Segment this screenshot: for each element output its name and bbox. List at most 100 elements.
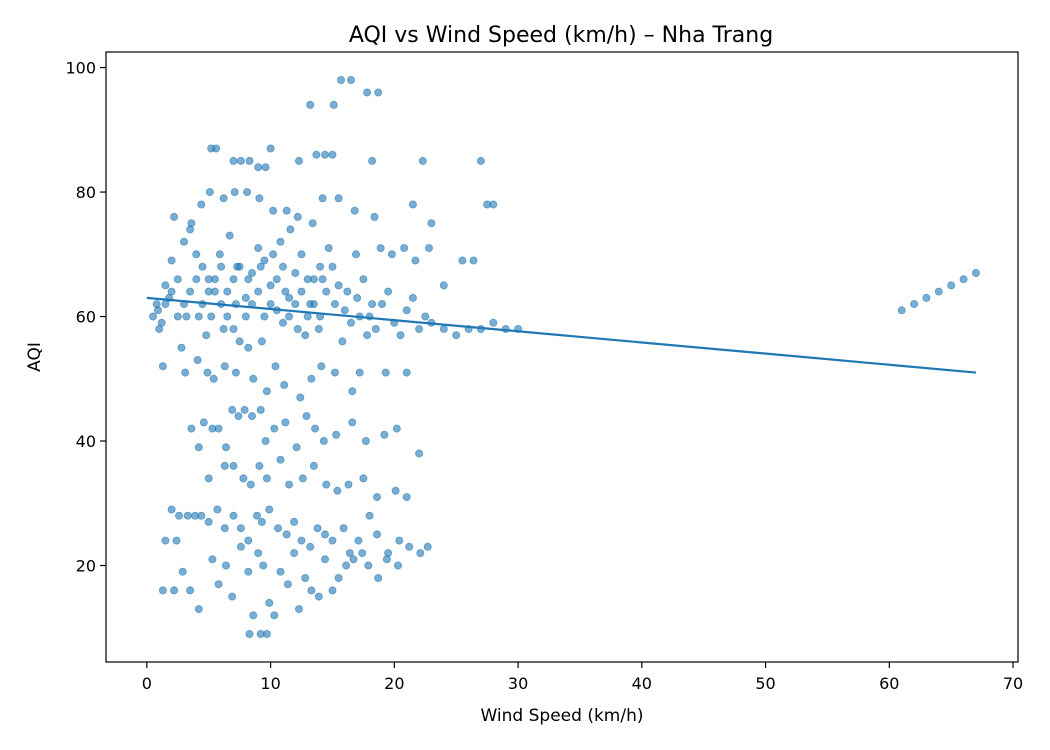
data-point	[308, 219, 317, 228]
data-point	[148, 312, 157, 321]
data-point	[359, 275, 368, 284]
data-point	[309, 275, 318, 284]
data-point	[489, 318, 498, 327]
data-point	[376, 244, 385, 253]
data-point	[167, 287, 176, 296]
data-point	[280, 380, 289, 389]
data-point	[298, 474, 307, 483]
data-point	[922, 293, 931, 302]
data-point	[322, 480, 331, 489]
data-point	[239, 474, 248, 483]
data-point	[276, 237, 285, 246]
data-point	[173, 312, 182, 321]
data-point	[204, 287, 213, 296]
data-point	[424, 244, 433, 253]
data-point	[276, 567, 285, 576]
y-tick-label: 100	[65, 59, 96, 78]
data-point	[489, 200, 498, 209]
data-point	[278, 318, 287, 327]
data-point	[265, 598, 274, 607]
data-point	[348, 418, 357, 427]
data-point	[207, 312, 216, 321]
data-point	[220, 362, 229, 371]
data-point	[293, 324, 302, 333]
data-point	[363, 88, 372, 97]
data-point	[307, 586, 316, 595]
data-point	[402, 368, 411, 377]
data-point	[320, 555, 329, 564]
data-point	[302, 412, 311, 421]
data-point	[387, 250, 396, 259]
data-point	[309, 461, 318, 470]
data-point	[229, 511, 238, 520]
x-tick-label: 70	[1003, 674, 1023, 693]
data-point	[220, 461, 229, 470]
data-point	[173, 275, 182, 284]
data-point	[174, 511, 183, 520]
data-point	[256, 405, 265, 414]
x-tick-label: 30	[508, 674, 528, 693]
data-point	[210, 275, 219, 284]
data-point	[959, 275, 968, 284]
data-point	[382, 555, 391, 564]
data-point	[342, 561, 351, 570]
data-point	[294, 156, 303, 165]
data-point	[314, 592, 323, 601]
data-point	[203, 368, 212, 377]
data-point	[260, 256, 269, 265]
data-point	[261, 163, 270, 172]
data-point	[270, 611, 279, 620]
trend-line	[146, 296, 977, 374]
data-point	[245, 156, 254, 165]
data-point	[283, 580, 292, 589]
data-point	[312, 150, 321, 159]
data-point	[247, 412, 256, 421]
x-tick-label: 20	[384, 674, 404, 693]
y-axis-label: AQI	[25, 342, 45, 372]
data-point	[265, 505, 274, 514]
data-point	[374, 574, 383, 583]
data-point	[910, 300, 919, 309]
data-point	[384, 287, 393, 296]
data-point	[223, 312, 232, 321]
data-point	[354, 536, 363, 545]
data-point	[228, 405, 237, 414]
data-point	[296, 393, 305, 402]
data-point	[344, 480, 353, 489]
data-point	[286, 225, 295, 234]
data-point	[254, 244, 263, 253]
data-point	[322, 287, 331, 296]
data-point	[187, 219, 196, 228]
data-point	[294, 605, 303, 614]
data-point	[244, 567, 253, 576]
data-point	[934, 287, 943, 296]
data-point	[400, 244, 409, 253]
data-point	[255, 194, 264, 203]
data-point	[291, 268, 300, 277]
data-point	[282, 530, 291, 539]
data-point	[334, 281, 343, 290]
data-point	[276, 455, 285, 464]
data-point	[339, 524, 348, 533]
data-point	[249, 611, 258, 620]
trend-line-layer	[146, 296, 977, 374]
data-point	[229, 156, 238, 165]
data-point	[297, 287, 306, 296]
data-point	[328, 586, 337, 595]
data-point	[329, 100, 338, 109]
data-point	[194, 605, 203, 614]
data-point	[208, 555, 217, 564]
data-point	[223, 287, 232, 296]
data-point	[262, 630, 271, 639]
data-point	[212, 144, 221, 153]
data-point	[393, 561, 402, 570]
data-point	[183, 511, 192, 520]
data-point	[241, 312, 250, 321]
data-point	[402, 306, 411, 315]
data-point	[230, 188, 239, 197]
data-point	[330, 368, 339, 377]
data-point	[278, 262, 287, 271]
data-point	[947, 281, 956, 290]
data-point	[260, 312, 269, 321]
data-point	[282, 206, 291, 215]
